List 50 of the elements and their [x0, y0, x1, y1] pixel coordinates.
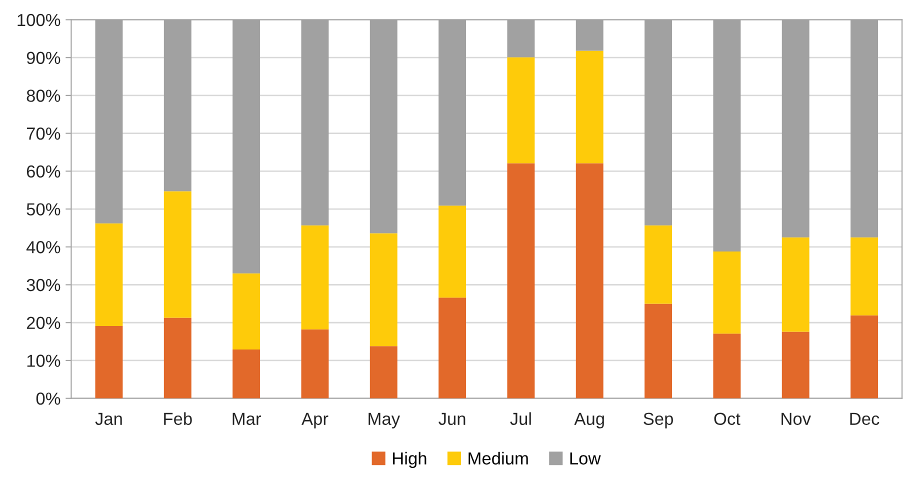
- y-tick-label: 0%: [36, 392, 60, 405]
- bar: [301, 225, 329, 330]
- bar: [576, 163, 604, 398]
- x-tick-label: Jan: [95, 412, 122, 425]
- bar: [232, 350, 260, 398]
- y-tick-label: 30%: [26, 278, 60, 292]
- x-tick-label: Feb: [164, 412, 192, 425]
- y-tick-label: 100%: [18, 14, 60, 26]
- x-tick-label: Apr: [301, 412, 328, 428]
- bar: [507, 163, 535, 398]
- bar: [164, 191, 192, 318]
- bar: [164, 318, 192, 398]
- x-tick-label: Aug: [574, 412, 604, 428]
- bar: [438, 206, 466, 298]
- y-tick-label: 20%: [26, 316, 60, 330]
- y-tick-label: 60%: [26, 165, 60, 178]
- bar: [370, 346, 398, 398]
- bar: [232, 273, 260, 350]
- bar: [644, 304, 672, 398]
- bar: [713, 251, 741, 334]
- bar: [438, 298, 466, 398]
- bar: [507, 57, 535, 164]
- y-tick-label: 10%: [27, 354, 60, 367]
- x-tick-label: Nov: [782, 412, 811, 425]
- bar: [301, 329, 329, 398]
- y-tick-label: 40%: [26, 241, 60, 254]
- x-tick-label: Mar: [232, 412, 261, 425]
- x-tick-label: Jul: [510, 412, 531, 425]
- bar: [370, 233, 398, 346]
- bar: [713, 334, 741, 398]
- x-tick-label: Sep: [644, 412, 674, 428]
- bar: [95, 326, 123, 398]
- bar: [576, 50, 604, 164]
- bar: [850, 315, 878, 398]
- bar: [850, 237, 878, 316]
- y-tick-label: 80%: [26, 90, 60, 102]
- legend-label: High: [393, 452, 426, 468]
- y-tick-label: 70%: [26, 127, 60, 140]
- x-tick-label: Oct: [714, 412, 740, 425]
- bar: [644, 225, 672, 304]
- bar: [782, 332, 810, 398]
- y-tick-label: 90%: [26, 52, 60, 64]
- x-tick-label: May: [368, 412, 400, 428]
- y-tick-label: 50%: [26, 203, 60, 216]
- bar: [782, 237, 810, 332]
- legend-label: Low: [570, 452, 601, 465]
- x-tick-label: Jun: [438, 412, 466, 425]
- x-tick-label: Dec: [850, 412, 880, 425]
- bar: [95, 223, 123, 326]
- legend-label: Medium: [468, 452, 528, 465]
